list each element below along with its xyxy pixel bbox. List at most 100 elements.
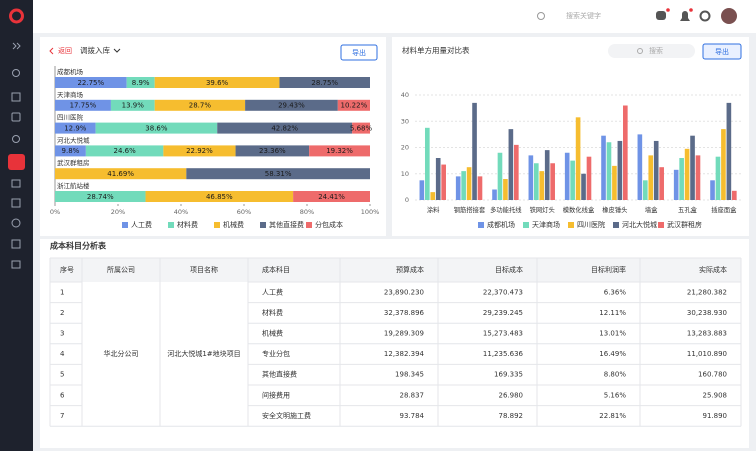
nav-icon[interactable] — [11, 112, 21, 122]
value-label: 5.68% — [350, 124, 373, 132]
bar — [695, 155, 701, 200]
table-cell: 机械费 — [262, 329, 283, 338]
nav-icon[interactable] — [11, 179, 21, 188]
value-label: 8.9% — [132, 79, 150, 87]
bell-icon[interactable] — [680, 11, 690, 21]
export-button[interactable] — [340, 44, 378, 61]
legend-swatch — [658, 222, 664, 228]
message-icon[interactable] — [656, 11, 666, 20]
value-label: 42.82% — [271, 124, 298, 132]
legend-swatch — [478, 222, 484, 228]
table-cell: 其他直接费 — [262, 370, 297, 379]
badge — [689, 8, 693, 12]
search-icon[interactable] — [537, 12, 545, 20]
search-input[interactable]: 搜索关键字 — [566, 11, 601, 20]
bar-segment — [279, 77, 370, 88]
table-cell: 22.81% — [599, 412, 626, 420]
nav-icon[interactable] — [11, 260, 21, 269]
table-cell: 专业分包 — [262, 349, 290, 358]
column-header: 成本科目 — [262, 265, 290, 274]
settings-icon[interactable] — [699, 10, 711, 22]
nav-icon[interactable] — [11, 198, 21, 208]
dropdown-icon[interactable] — [113, 48, 121, 53]
nav-icon[interactable] — [11, 92, 21, 102]
legend-swatch — [613, 222, 619, 228]
legend-swatch — [214, 222, 220, 228]
table-cell: 91.890 — [703, 412, 728, 420]
bar — [472, 102, 477, 200]
table-cell: 河北大悦城1#地块项目 — [167, 349, 240, 358]
bar — [601, 135, 606, 200]
selector[interactable]: 调拨入库 — [80, 45, 110, 55]
bar-segment — [163, 145, 236, 157]
bar — [492, 189, 497, 200]
bar — [461, 171, 466, 200]
table-cell: 3 — [60, 330, 64, 338]
column-header: 预算成本 — [396, 265, 424, 274]
back-icon[interactable] — [49, 47, 54, 55]
legend-swatch — [122, 222, 128, 228]
collapse-icon[interactable] — [12, 42, 21, 50]
bar-segment — [55, 168, 187, 180]
column-header: 目标利润率 — [591, 265, 626, 274]
table-cell: 23,890.230 — [384, 288, 424, 296]
panel-search[interactable] — [608, 44, 695, 58]
table-cell: 5 — [60, 371, 64, 379]
bar — [642, 180, 648, 200]
value-label: 24.6% — [113, 147, 136, 155]
table-cell: 26.980 — [499, 391, 524, 399]
bar-segment — [55, 99, 111, 111]
back-link[interactable]: 返回 — [58, 47, 72, 55]
table-cell: 15,273.483 — [483, 330, 523, 338]
nav-icon[interactable] — [11, 239, 21, 249]
bar-segment — [126, 77, 155, 88]
value-label: 38.6% — [145, 124, 168, 132]
bar — [528, 155, 534, 200]
left-panel — [40, 37, 386, 236]
value-label: 58.31% — [265, 170, 292, 178]
y-tick-label: 40 — [401, 91, 409, 99]
legend-swatch — [306, 222, 312, 228]
table-cell: 12,382.394 — [384, 350, 425, 358]
x-tick-label: 20% — [111, 208, 125, 216]
avatar[interactable] — [721, 8, 737, 24]
export-button[interactable] — [702, 43, 742, 60]
bar-segment — [55, 191, 146, 202]
table-cell: 6 — [60, 391, 65, 399]
nav-icon[interactable] — [12, 135, 20, 143]
legend-label: 四川医院 — [577, 220, 605, 229]
bar — [623, 105, 628, 200]
bar-segment — [245, 99, 338, 111]
export-button-label[interactable]: 导出 — [352, 48, 366, 57]
nav-icon-active[interactable] — [8, 154, 25, 170]
table-cell: 16.49% — [599, 350, 626, 358]
column-header: 目标成本 — [495, 265, 523, 274]
export-button-label[interactable]: 导出 — [715, 47, 729, 56]
bar — [550, 163, 555, 200]
nav-icon[interactable] — [11, 218, 21, 228]
table-cell: 2 — [60, 309, 64, 317]
table-cell: 169.335 — [494, 371, 523, 379]
x-tick-label: 100% — [361, 208, 380, 216]
category-label: 成都机场 — [57, 67, 84, 76]
x-tick-label: 多功能托线 — [490, 205, 522, 214]
panel-search-input[interactable]: 搜索 — [649, 46, 663, 55]
table-cell: 11,010.890 — [687, 350, 727, 358]
value-label: 19.32% — [326, 147, 353, 155]
bar — [732, 190, 737, 200]
table-cell: 华北分公司 — [104, 349, 139, 358]
nav-icon[interactable] — [12, 69, 20, 77]
table-cell: 6.36% — [604, 288, 627, 296]
bar — [441, 164, 446, 200]
bar — [606, 142, 612, 200]
legend-swatch — [523, 222, 529, 228]
table-cell: 13,283.883 — [687, 330, 727, 338]
bar — [497, 152, 503, 200]
table-cell: 28.837 — [400, 391, 425, 399]
legend-label: 其他直接费 — [269, 220, 304, 229]
x-tick-label: 模数化线盒 — [563, 205, 595, 214]
value-label: 24.41% — [318, 193, 345, 201]
table-cell: 29,239.245 — [483, 309, 523, 317]
bar — [690, 135, 695, 200]
table-cell: 93.784 — [400, 412, 425, 420]
